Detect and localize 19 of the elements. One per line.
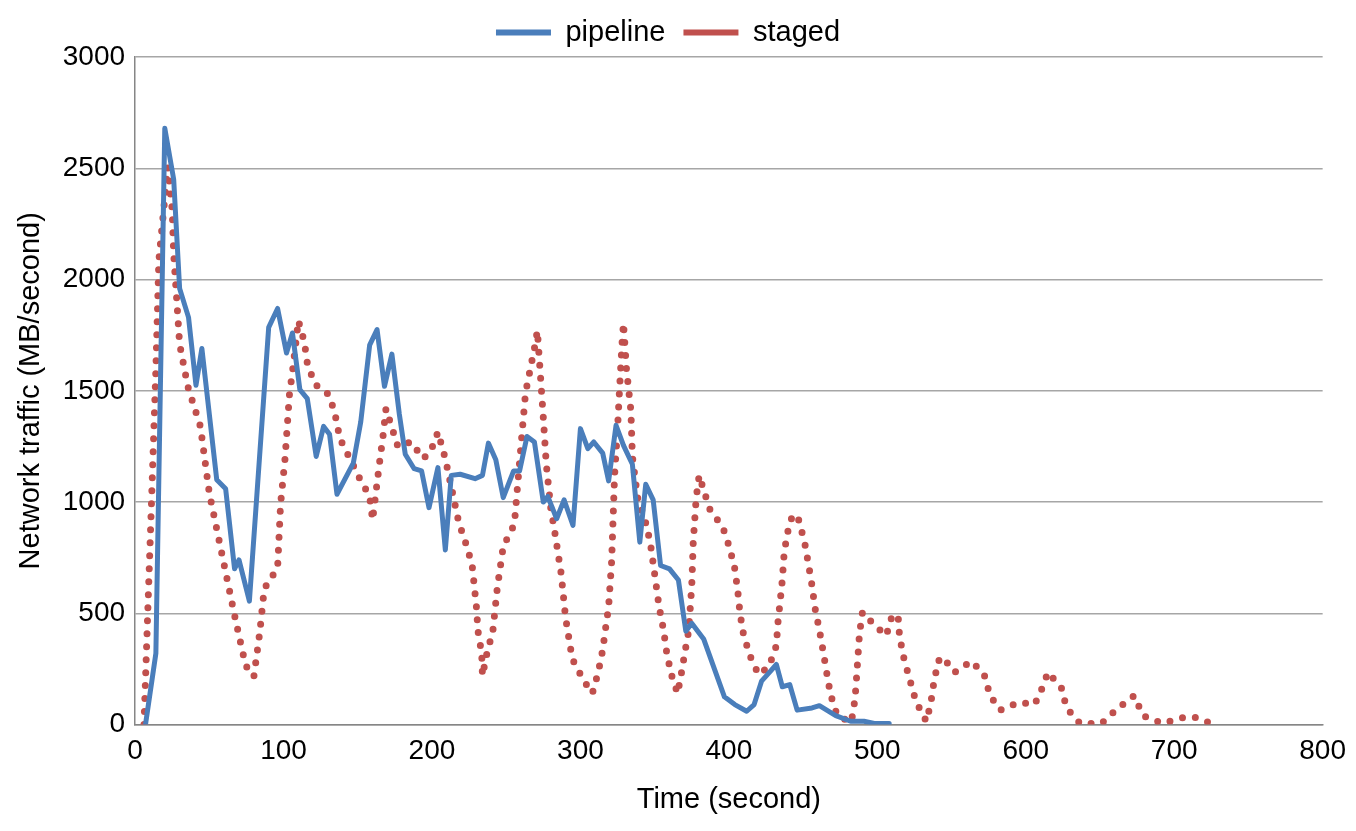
x-tick-label: 300	[557, 734, 604, 766]
y-axis-title: Network traffic (MB/second)	[13, 212, 46, 570]
legend-label: pipeline	[565, 14, 666, 47]
x-tick-label: 800	[1299, 734, 1346, 766]
y-tick-label: 500	[78, 596, 126, 628]
y-tick-label: 1000	[62, 484, 126, 516]
y-tick-label: 3000	[62, 39, 126, 71]
y-tick-label: 2500	[62, 150, 126, 182]
y-tick-label: 1500	[62, 373, 126, 405]
y-tick-label: 0	[109, 707, 126, 739]
x-tick-label: 500	[853, 734, 901, 766]
x-tick-label: 200	[408, 734, 456, 766]
x-tick-label: 700	[1150, 734, 1198, 766]
x-tick-label: 600	[1002, 734, 1050, 766]
x-axis-title: Time (second)	[636, 781, 821, 814]
legend-label: staged	[752, 14, 841, 47]
y-tick-label: 2000	[62, 262, 126, 294]
x-tick-label: 100	[260, 734, 307, 766]
x-tick-label: 400	[705, 734, 753, 766]
